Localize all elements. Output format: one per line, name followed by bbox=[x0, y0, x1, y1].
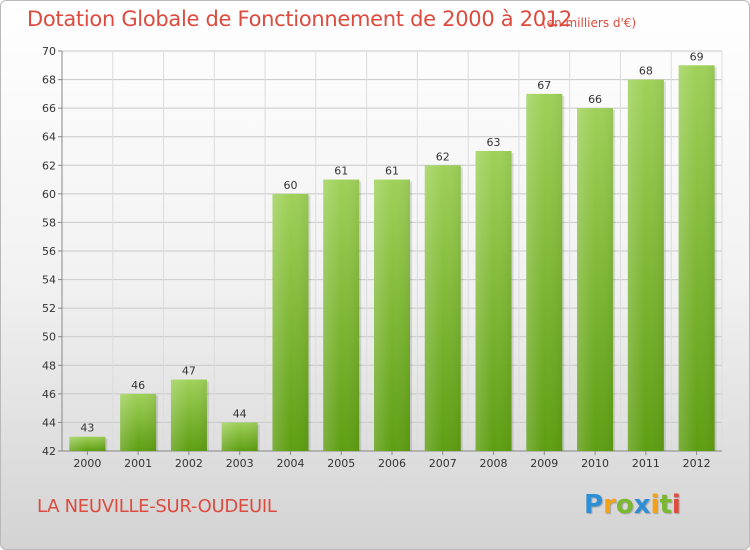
data-label: 60 bbox=[283, 179, 297, 192]
bar-highlight bbox=[678, 65, 715, 452]
y-tick-label: 58 bbox=[42, 216, 56, 229]
data-label: 61 bbox=[334, 165, 348, 178]
logo-letter: i bbox=[650, 490, 660, 520]
x-tick-label: 2002 bbox=[175, 457, 203, 470]
data-label: 69 bbox=[690, 50, 704, 63]
x-tick-label: 2006 bbox=[378, 457, 406, 470]
x-tick-label: 2012 bbox=[683, 457, 711, 470]
bar-highlight bbox=[323, 179, 360, 452]
x-tick-label: 2005 bbox=[327, 457, 355, 470]
x-tick-label: 2007 bbox=[429, 457, 457, 470]
logo-letter: t bbox=[659, 490, 672, 520]
y-tick-label: 52 bbox=[42, 302, 56, 315]
y-tick-label: 70 bbox=[42, 45, 56, 58]
bar-highlight bbox=[526, 93, 563, 451]
data-label: 61 bbox=[385, 165, 399, 178]
data-label: 68 bbox=[639, 65, 653, 78]
commune-name: LA NEUVILLE-SUR-OUDEUIL bbox=[37, 496, 277, 517]
data-label: 63 bbox=[487, 136, 501, 149]
y-tick-label: 66 bbox=[42, 102, 56, 115]
bar-highlight bbox=[272, 193, 309, 451]
logo-letter: P bbox=[584, 490, 604, 520]
bar-highlight bbox=[69, 436, 106, 451]
bar-highlight bbox=[221, 422, 258, 451]
y-tick-label: 48 bbox=[42, 359, 56, 372]
y-tick-label: 44 bbox=[42, 416, 56, 429]
logo-letter: r bbox=[603, 490, 616, 520]
axes: 42 44 46 48 50 52 54 56 58 60 62 64 66 68 70 2000 2001 20… bbox=[42, 45, 722, 470]
bar-highlight bbox=[475, 151, 512, 451]
logo-letter: i bbox=[671, 490, 681, 520]
data-labels: 43 46 47 44 60 61 61 62 63 67 66 68 69 bbox=[80, 50, 703, 434]
x-tick-label: 2003 bbox=[226, 457, 254, 470]
bar-highlight bbox=[577, 108, 614, 452]
logo-letter: o bbox=[615, 490, 634, 520]
y-tick-label: 64 bbox=[42, 131, 56, 144]
chart-subtitle: (en milliers d'€) bbox=[542, 16, 637, 30]
y-tick-label: 54 bbox=[42, 274, 56, 287]
x-tick-label: 2004 bbox=[276, 457, 304, 470]
x-tick-label: 2000 bbox=[73, 457, 101, 470]
y-tick-label: 62 bbox=[42, 159, 56, 172]
x-tick-label: 2011 bbox=[632, 457, 660, 470]
y-tick-label: 50 bbox=[42, 331, 56, 344]
logo-letter: x bbox=[633, 490, 651, 520]
chart-title: Dotation Globale de Fonctionnement de 20… bbox=[27, 7, 572, 31]
x-tick-label: 2008 bbox=[480, 457, 508, 470]
data-label: 66 bbox=[588, 93, 602, 106]
x-tick-label: 2009 bbox=[530, 457, 558, 470]
y-tick-label: 46 bbox=[42, 388, 56, 401]
data-label: 44 bbox=[233, 407, 247, 420]
data-label: 46 bbox=[131, 379, 145, 392]
bar-highlight bbox=[627, 79, 664, 452]
bar-highlight bbox=[374, 179, 410, 452]
y-tick-label: 42 bbox=[42, 445, 56, 458]
bar-highlight bbox=[424, 165, 461, 452]
y-tick-label: 56 bbox=[42, 245, 56, 258]
x-tick-label: 2001 bbox=[124, 457, 152, 470]
bar-highlight bbox=[120, 393, 157, 451]
data-label: 67 bbox=[537, 79, 551, 92]
bar-highlight bbox=[170, 379, 207, 451]
x-tick-label: 2010 bbox=[581, 457, 609, 470]
data-label: 43 bbox=[80, 422, 94, 435]
data-label: 47 bbox=[182, 365, 196, 378]
proxiti-logo[interactable]: Proxiti bbox=[584, 490, 681, 520]
bars bbox=[69, 65, 717, 452]
data-label: 62 bbox=[436, 150, 450, 163]
y-tick-label: 60 bbox=[42, 188, 56, 201]
y-tick-label: 68 bbox=[42, 74, 56, 87]
